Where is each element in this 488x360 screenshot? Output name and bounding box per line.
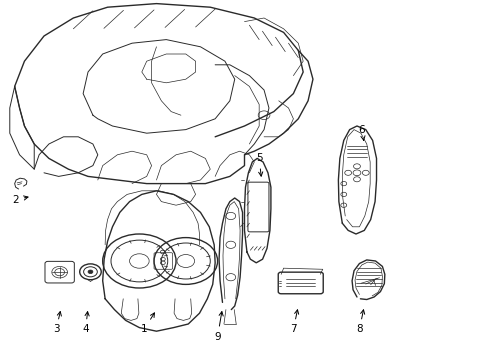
Text: 6: 6 [358, 125, 365, 140]
Text: 1: 1 [141, 313, 154, 334]
Text: 9: 9 [214, 312, 223, 342]
Text: 3: 3 [53, 311, 61, 334]
Circle shape [88, 270, 93, 274]
Text: 4: 4 [82, 312, 89, 334]
Text: 7: 7 [289, 310, 298, 334]
Text: 2: 2 [12, 195, 28, 205]
Text: 5: 5 [255, 153, 262, 176]
Text: 8: 8 [355, 310, 364, 334]
